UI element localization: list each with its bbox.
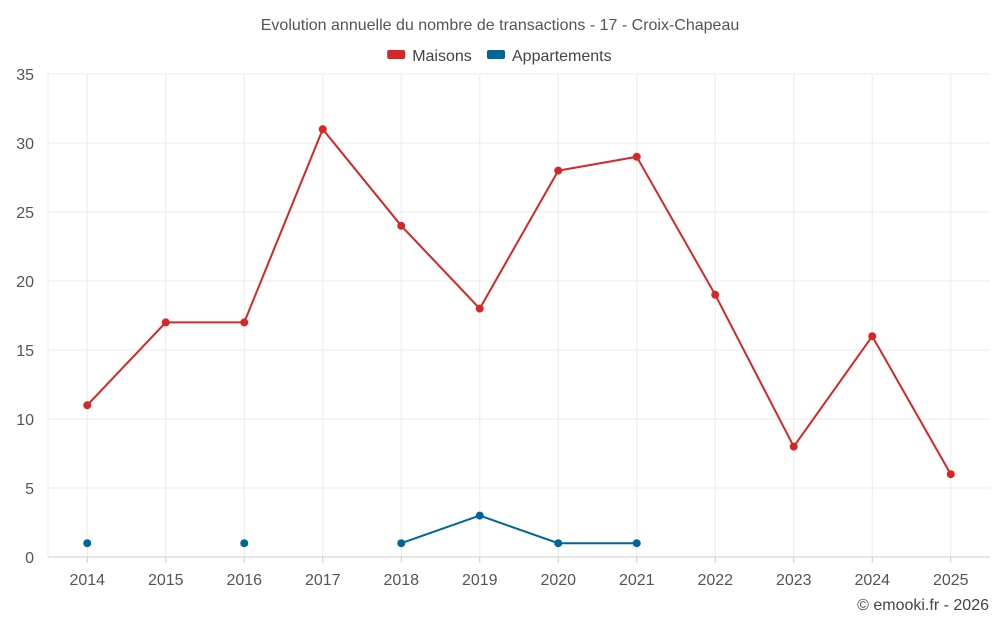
x-tick-label: 2017 xyxy=(305,572,341,589)
legend-swatch xyxy=(487,50,505,59)
series-line xyxy=(400,514,637,545)
legend-item-maisons[interactable]: Maisons xyxy=(387,48,472,65)
series-appartements xyxy=(83,511,641,548)
y-tick-label: 20 xyxy=(16,274,34,291)
x-tick-label: 2015 xyxy=(148,572,184,589)
x-tick-label: 2020 xyxy=(540,572,576,589)
data-point[interactable] xyxy=(397,539,406,548)
y-tick-label: 10 xyxy=(16,412,34,429)
x-tick-label: 2019 xyxy=(462,572,498,589)
y-tick-label: 5 xyxy=(25,481,34,498)
y-tick-label: 30 xyxy=(16,136,34,153)
data-point[interactable] xyxy=(632,539,641,548)
data-point[interactable] xyxy=(711,290,720,299)
x-tick-label: 2025 xyxy=(933,572,969,589)
data-point[interactable] xyxy=(397,221,406,230)
legend-item-appartements[interactable]: Appartements xyxy=(487,48,612,65)
data-point[interactable] xyxy=(868,332,877,341)
y-tick-label: 35 xyxy=(16,67,34,84)
grid xyxy=(48,73,990,557)
data-point[interactable] xyxy=(475,304,484,313)
data-point[interactable] xyxy=(554,539,563,548)
y-tick-label: 0 xyxy=(25,550,34,567)
series-line xyxy=(86,127,952,475)
data-point[interactable] xyxy=(83,401,92,410)
data-point[interactable] xyxy=(946,470,955,479)
y-tick-label: 15 xyxy=(16,343,34,360)
legend-swatch xyxy=(387,50,406,59)
legend-label: Appartements xyxy=(512,48,612,65)
x-tick-label: 2018 xyxy=(383,572,419,589)
data-point[interactable] xyxy=(789,442,798,451)
legend-label: Maisons xyxy=(412,48,472,65)
x-tick-label: 2022 xyxy=(697,572,733,589)
chart-title: Evolution annuelle du nombre de transact… xyxy=(261,17,740,34)
data-point[interactable] xyxy=(554,166,563,175)
data-point[interactable] xyxy=(475,511,484,520)
series-maisons xyxy=(83,125,955,479)
x-tick-label: 2016 xyxy=(226,572,262,589)
x-tick-label: 2023 xyxy=(776,572,812,589)
credit-text: © emooki.fr - 2026 xyxy=(857,597,989,614)
data-point[interactable] xyxy=(161,318,170,327)
x-tick-label: 2024 xyxy=(854,572,890,589)
legend: Maisons Appartements xyxy=(387,48,612,65)
data-point[interactable] xyxy=(632,152,641,161)
x-tick-label: 2014 xyxy=(69,572,105,589)
data-point[interactable] xyxy=(318,125,327,134)
y-tick-label: 25 xyxy=(16,205,34,222)
series-layer xyxy=(83,125,955,548)
data-point[interactable] xyxy=(240,539,249,548)
data-point[interactable] xyxy=(240,318,249,327)
data-point[interactable] xyxy=(83,539,92,548)
x-tick-label: 2021 xyxy=(619,572,655,589)
